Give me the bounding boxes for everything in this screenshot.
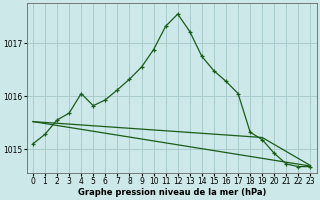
X-axis label: Graphe pression niveau de la mer (hPa): Graphe pression niveau de la mer (hPa) (77, 188, 266, 197)
